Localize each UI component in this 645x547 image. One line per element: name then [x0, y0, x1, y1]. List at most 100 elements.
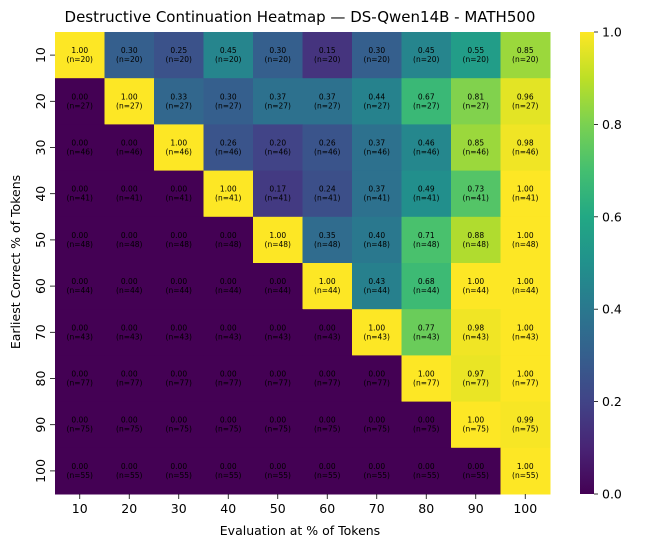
cell-value-label: 0.98 — [467, 323, 484, 332]
heatmap-cell — [253, 401, 303, 449]
cell-value-label: 0.00 — [121, 231, 138, 240]
cell-count-label: (n=75) — [116, 425, 143, 434]
cell-value-label: 0.00 — [170, 231, 187, 240]
heatmap-cell — [104, 170, 155, 218]
cell-value-label: 0.46 — [418, 139, 435, 148]
y-tick-label: 90 — [33, 417, 48, 433]
cell-count-label: (n=75) — [314, 425, 341, 434]
heatmap-cell — [500, 170, 551, 218]
cell-count-label: (n=41) — [413, 194, 440, 203]
heatmap-cell — [104, 355, 155, 403]
cell-count-label: (n=77) — [215, 379, 242, 388]
heatmap-cell — [401, 263, 452, 310]
cell-count-label: (n=27) — [413, 101, 440, 110]
cell-value-label: 0.00 — [220, 277, 237, 286]
cell-value-label: 0.00 — [71, 277, 88, 286]
cell-count-label: (n=20) — [314, 55, 341, 64]
cell-value-label: 0.00 — [71, 462, 88, 471]
y-tick-label: 70 — [33, 324, 48, 340]
heatmap-cell — [451, 216, 501, 264]
cell-value-label: 0.45 — [220, 46, 237, 55]
cell-count-label: (n=27) — [512, 101, 539, 110]
chart-title: Destructive Continuation Heatmap — DS-Qw… — [65, 8, 536, 26]
cell-value-label: 0.88 — [467, 231, 484, 240]
cell-count-label: (n=75) — [512, 425, 539, 434]
heatmap-cell — [154, 447, 204, 495]
colorbar — [580, 32, 594, 494]
heatmap-cell — [302, 263, 353, 310]
cell-count-label: (n=46) — [215, 148, 242, 157]
cell-value-label: 0.00 — [319, 416, 336, 425]
heatmap-cell — [302, 170, 353, 218]
cell-count-label: (n=77) — [265, 379, 292, 388]
cell-value-label: 0.40 — [368, 231, 385, 240]
x-axis-ticks: 10 20 30 40 50 60 70 80 90 100 — [72, 494, 537, 516]
heatmap-cell — [154, 355, 204, 403]
cell-count-label: (n=55) — [463, 471, 490, 480]
cell-count-label: (n=55) — [67, 471, 94, 480]
cell-count-label: (n=46) — [166, 148, 193, 157]
heatmap-cell — [500, 32, 551, 79]
cell-value-label: 0.15 — [319, 46, 336, 55]
cell-count-label: (n=44) — [413, 286, 440, 295]
x-tick-label: 10 — [72, 501, 88, 516]
cell-count-label: (n=41) — [215, 194, 242, 203]
cell-count-label: (n=48) — [463, 240, 490, 249]
x-tick-label: 90 — [468, 501, 484, 516]
heatmap-cell — [500, 309, 551, 356]
cell-value-label: 1.00 — [467, 416, 484, 425]
heatmap-cell — [401, 124, 452, 172]
cell-count-label: (n=55) — [364, 471, 391, 480]
heatmap-cell — [401, 309, 452, 356]
cell-value-label: 0.00 — [368, 416, 385, 425]
heatmap-cell — [203, 78, 254, 125]
cell-value-label: 1.00 — [517, 370, 534, 379]
y-tick-label: 60 — [33, 278, 48, 294]
x-tick-label: 40 — [220, 501, 236, 516]
cell-value-label: 0.26 — [220, 139, 237, 148]
cell-count-label: (n=44) — [215, 286, 242, 295]
cell-value-label: 0.00 — [121, 323, 138, 332]
cell-value-label: 0.73 — [467, 185, 484, 194]
cell-value-label: 0.00 — [121, 462, 138, 471]
cell-value-label: 0.96 — [517, 92, 534, 101]
heatmap-cell — [253, 447, 303, 495]
heatmap-cell — [500, 216, 551, 264]
cell-value-label: 0.00 — [121, 277, 138, 286]
cell-count-label: (n=27) — [364, 101, 391, 110]
colorbar-tick-label: 0.2 — [602, 394, 622, 409]
cell-count-label: (n=77) — [314, 379, 341, 388]
cell-value-label: 0.00 — [170, 462, 187, 471]
heatmap-cell — [451, 124, 501, 172]
heatmap-cell — [55, 216, 105, 264]
heatmap-cell — [302, 32, 353, 79]
heatmap-cell — [203, 216, 254, 264]
cell-value-label: 0.20 — [269, 139, 286, 148]
cell-value-label: 0.33 — [170, 92, 187, 101]
cell-value-label: 1.00 — [517, 231, 534, 240]
cell-value-label: 0.35 — [319, 231, 336, 240]
heatmap-cell — [154, 401, 204, 449]
cell-value-label: 0.30 — [269, 46, 286, 55]
cell-value-label: 0.00 — [269, 462, 286, 471]
cell-value-label: 0.26 — [319, 139, 336, 148]
heatmap-cell — [55, 401, 105, 449]
heatmap-cell — [154, 78, 204, 125]
heatmap-cell — [253, 124, 303, 172]
cell-count-label: (n=43) — [166, 332, 193, 341]
cell-count-label: (n=27) — [265, 101, 292, 110]
cell-value-label: 0.00 — [71, 416, 88, 425]
cell-value-label: 0.00 — [170, 185, 187, 194]
heatmap-cell — [451, 447, 501, 495]
cell-value-label: 0.00 — [368, 370, 385, 379]
heatmap-cell — [500, 124, 551, 172]
heatmap-cell — [401, 447, 452, 495]
cell-value-label: 1.00 — [517, 277, 534, 286]
heatmap-cell — [104, 32, 155, 79]
cell-value-label: 0.37 — [368, 185, 385, 194]
cell-value-label: 0.00 — [220, 462, 237, 471]
cell-value-label: 0.00 — [220, 416, 237, 425]
cell-value-label: 0.00 — [269, 277, 286, 286]
cell-value-label: 0.67 — [418, 92, 435, 101]
cell-count-label: (n=77) — [413, 379, 440, 388]
